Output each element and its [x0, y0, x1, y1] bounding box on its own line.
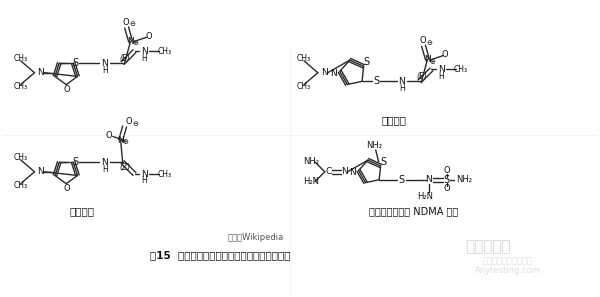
Text: O: O [125, 117, 132, 126]
Text: CH₃: CH₃ [297, 54, 311, 63]
Text: CH₃: CH₃ [14, 181, 28, 190]
Text: ⊕: ⊕ [133, 40, 139, 46]
Text: N: N [141, 170, 148, 178]
Text: ⊕: ⊕ [122, 139, 128, 145]
Text: O: O [122, 18, 129, 27]
Text: N: N [101, 59, 108, 68]
Text: S: S [364, 57, 370, 67]
Text: N: N [37, 68, 44, 77]
Text: S: S [380, 157, 386, 167]
Text: N: N [341, 167, 348, 176]
Text: CH₃: CH₃ [157, 170, 171, 178]
Text: S: S [443, 175, 449, 185]
Text: N: N [117, 136, 124, 145]
Text: N: N [425, 175, 432, 184]
Text: ⊖: ⊖ [130, 21, 136, 27]
Text: O: O [64, 184, 71, 193]
Text: H: H [399, 84, 404, 93]
Text: H: H [142, 176, 147, 186]
Text: NH₂: NH₂ [365, 140, 382, 149]
Text: O: O [443, 184, 450, 193]
Text: (E): (E) [119, 54, 130, 63]
Text: CH₃: CH₃ [14, 154, 28, 162]
Text: O: O [442, 50, 449, 59]
Text: NH₂: NH₂ [457, 175, 472, 184]
Text: NH₂: NH₂ [303, 157, 319, 166]
Text: O: O [106, 131, 112, 140]
Text: CH₃: CH₃ [14, 54, 28, 63]
Text: (Z): (Z) [119, 163, 130, 172]
Text: N: N [141, 47, 148, 56]
Text: S: S [398, 175, 404, 185]
Text: CH₃: CH₃ [14, 82, 28, 91]
Text: C: C [326, 167, 332, 176]
Text: O: O [419, 36, 426, 45]
Text: H: H [142, 54, 147, 63]
Text: CH₃: CH₃ [157, 47, 171, 56]
Text: N: N [398, 77, 405, 86]
Text: CH₃: CH₃ [297, 82, 311, 91]
Text: 雷尼替丁: 雷尼替丁 [70, 206, 95, 217]
Text: O: O [64, 85, 71, 94]
Text: H: H [102, 66, 107, 75]
Text: CH₃: CH₃ [454, 65, 468, 74]
Text: 法莫替丁：没有 NDMA 问题: 法莫替丁：没有 NDMA 问题 [369, 206, 458, 217]
Text: Anytesting.com: Anytesting.com [475, 266, 541, 275]
Text: N: N [37, 167, 44, 176]
Text: N: N [349, 168, 356, 177]
Text: 图15  雷尼替丁、尼扎替丁、法莫替丁的结构图: 图15 雷尼替丁、尼扎替丁、法莫替丁的结构图 [151, 250, 291, 260]
Text: S: S [72, 157, 78, 167]
Text: S: S [373, 76, 379, 86]
Text: N: N [101, 158, 108, 167]
Text: N: N [321, 68, 328, 77]
Text: (E): (E) [416, 72, 427, 81]
Text: 来源：Wikipedia: 来源：Wikipedia [227, 233, 284, 242]
Text: O: O [443, 166, 450, 175]
Text: N: N [127, 37, 134, 46]
Text: ⊖: ⊖ [427, 40, 433, 46]
Text: 尼扎替丁: 尼扎替丁 [382, 115, 407, 125]
Text: S: S [72, 58, 78, 68]
Text: N: N [424, 55, 431, 64]
Text: H: H [102, 165, 107, 174]
Text: ⊖: ⊖ [133, 121, 139, 127]
Text: O: O [145, 32, 152, 41]
Text: ⊕: ⊕ [430, 59, 436, 64]
Text: 中国食品药品监管杂志: 中国食品药品监管杂志 [483, 256, 533, 266]
Text: H: H [439, 72, 444, 81]
Text: N: N [438, 65, 445, 74]
Text: N: N [331, 69, 337, 78]
Text: 青松检测网: 青松检测网 [466, 240, 511, 255]
Text: H₂N: H₂N [417, 192, 433, 201]
Text: H₂N: H₂N [303, 177, 319, 186]
